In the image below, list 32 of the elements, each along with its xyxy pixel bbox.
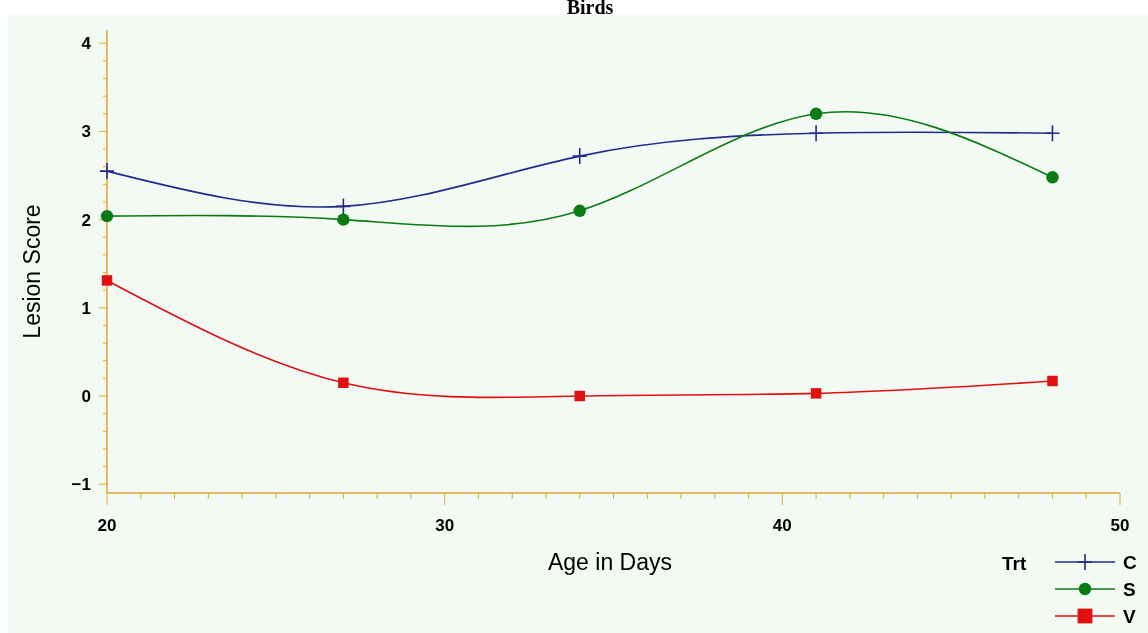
x-tick-label: 30 bbox=[435, 516, 455, 535]
x-tick-label: 50 bbox=[1110, 516, 1130, 535]
y-tick-label: −1 bbox=[71, 475, 91, 495]
point bbox=[574, 390, 585, 402]
legend-label: V bbox=[1123, 606, 1136, 627]
x-tick-label: 40 bbox=[772, 516, 792, 535]
y-tick-label: 3 bbox=[81, 122, 91, 142]
x-axis-title: Age in Days bbox=[547, 549, 673, 575]
y-axis-title: Lesion Score bbox=[19, 204, 45, 339]
legend-title: Trt bbox=[1002, 553, 1027, 574]
point bbox=[101, 275, 113, 286]
legend-label: S bbox=[1123, 579, 1136, 600]
point bbox=[100, 209, 114, 223]
point bbox=[1046, 171, 1059, 184]
chart-title: Birds bbox=[566, 0, 614, 18]
point bbox=[1044, 124, 1061, 142]
y-tick-label: 1 bbox=[81, 298, 91, 318]
y-tick-label: 0 bbox=[81, 386, 91, 406]
point bbox=[809, 107, 823, 120]
point bbox=[337, 213, 350, 226]
y-tick-label: 4 bbox=[81, 34, 92, 54]
point bbox=[335, 197, 352, 216]
y-tick-label: 2 bbox=[81, 210, 91, 230]
x-tick-label: 20 bbox=[97, 516, 117, 535]
point bbox=[99, 162, 115, 180]
point bbox=[571, 147, 588, 165]
legend-label: C bbox=[1123, 552, 1137, 573]
point bbox=[808, 124, 824, 142]
point bbox=[338, 377, 349, 389]
point bbox=[573, 204, 586, 217]
point bbox=[810, 388, 822, 399]
point bbox=[1047, 375, 1058, 387]
